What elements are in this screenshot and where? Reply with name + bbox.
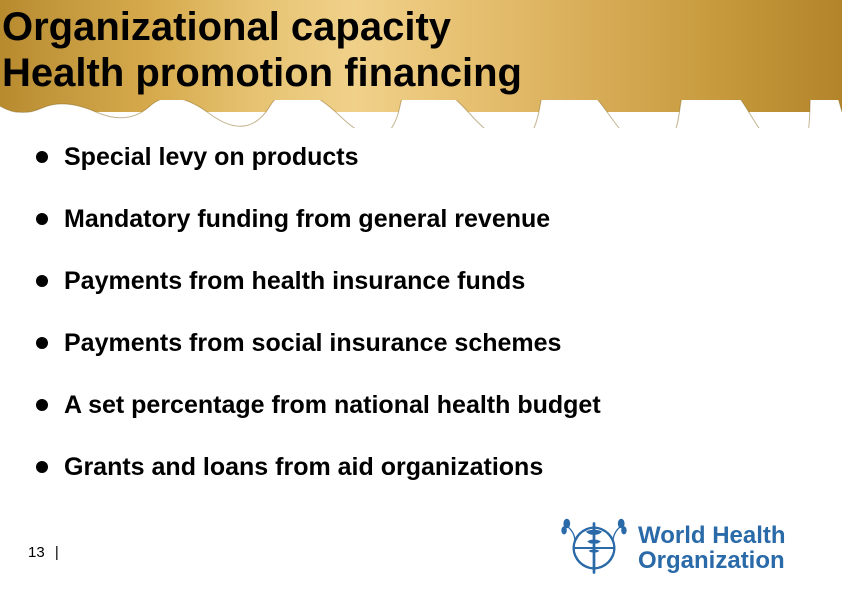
bullet-text: Payments from social insurance schemes <box>64 329 561 357</box>
title-line-1: Organizational capacity <box>2 4 522 50</box>
page-number-separator: | <box>55 544 59 561</box>
bullet-text: Payments from health insurance funds <box>64 267 525 295</box>
bullet-text: A set percentage from national health bu… <box>64 391 601 419</box>
bullet-list: Special levy on products Mandatory fundi… <box>36 142 802 514</box>
page-number-value: 13 <box>28 544 45 561</box>
list-item: Mandatory funding from general revenue <box>36 204 802 234</box>
list-item: A set percentage from national health bu… <box>36 390 802 420</box>
list-item: Special levy on products <box>36 142 802 172</box>
list-item: Grants and loans from aid organizations <box>36 452 802 482</box>
who-logo-line-1: World Health <box>638 523 786 548</box>
bullet-text: Grants and loans from aid organizations <box>64 453 543 481</box>
list-item: Payments from social insurance schemes <box>36 328 802 358</box>
who-logo: World Health Organization <box>560 511 820 585</box>
bullet-text: Mandatory funding from general revenue <box>64 205 550 233</box>
who-emblem-icon <box>560 514 628 582</box>
who-logo-line-2: Organization <box>638 548 786 573</box>
slide-title: Organizational capacity Health promotion… <box>2 4 522 96</box>
page-number: 13 | <box>28 544 59 561</box>
bullet-text: Special levy on products <box>64 143 359 171</box>
slide: Organizational capacity Health promotion… <box>0 0 842 595</box>
title-line-2: Health promotion financing <box>2 50 522 96</box>
who-logo-text: World Health Organization <box>638 523 786 573</box>
list-item: Payments from health insurance funds <box>36 266 802 296</box>
footer: 13 | <box>0 505 842 595</box>
